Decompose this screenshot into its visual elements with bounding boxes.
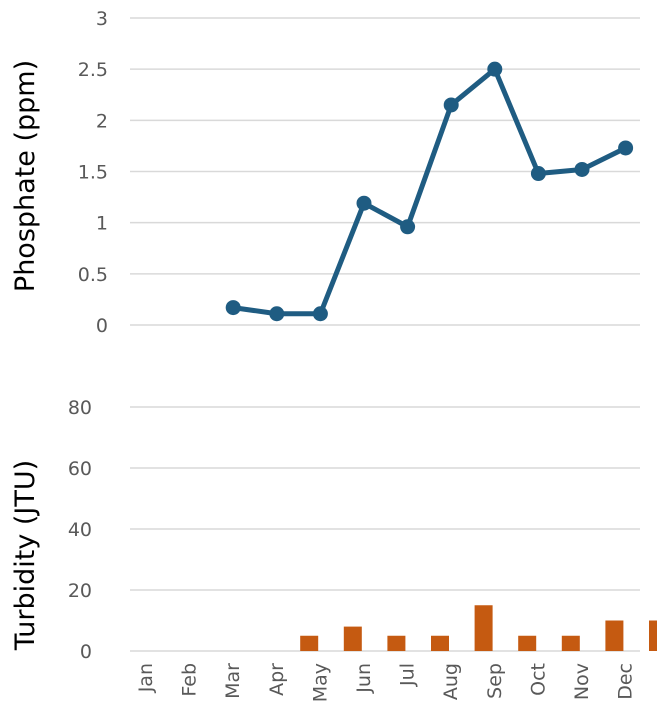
phosphate-y-tick-label: 2.5 (78, 59, 108, 81)
turbidity-bar (431, 635, 449, 651)
phosphate-data-point (443, 97, 459, 113)
month-x-tick-label: May (309, 663, 331, 702)
phosphate-y-tick-label: 0.5 (78, 264, 108, 286)
phosphate-series-line (230, 66, 629, 317)
turbidity-gridlines (130, 406, 640, 652)
month-x-tick-labels: Jan Feb Mar Apr May Jun Jul Aug Sep Oct Nov Dec (135, 663, 637, 702)
turbidity-bar (561, 635, 580, 651)
month-x-tick-label: Apr (266, 663, 288, 696)
turbidity-bar (300, 635, 319, 651)
turbidity-bar (605, 620, 624, 651)
month-x-tick-label: Jul (397, 663, 419, 687)
turbidity-bar (343, 626, 362, 651)
phosphate-data-point (530, 166, 546, 182)
phosphate-y-tick-label: 3 (96, 8, 108, 30)
turbidity-y-tick-label: 80 (68, 397, 92, 419)
phosphate-data-point (400, 219, 416, 235)
turbidity-bars (300, 605, 657, 651)
phosphate-y-tick-label: 1.5 (78, 162, 108, 184)
turbidity-y-tick-label: 0 (80, 641, 92, 663)
month-x-tick-label: Sep (484, 663, 506, 699)
phosphate-data-point (225, 300, 241, 316)
turbidity-y-tick-labels: 0 20 40 60 80 (68, 397, 92, 663)
month-x-tick-label: Jan (135, 663, 157, 693)
month-x-tick-label: Nov (571, 663, 593, 700)
phosphate-y-axis-label: Phosphate (ppm) (10, 60, 41, 292)
month-x-tick-label: Aug (440, 663, 462, 700)
turbidity-y-tick-label: 60 (68, 458, 92, 480)
phosphate-gridlines (130, 17, 640, 326)
phosphate-y-tick-label: 2 (96, 110, 108, 132)
month-x-tick-label: Oct (527, 663, 549, 696)
month-x-tick-label: Feb (179, 663, 201, 697)
turbidity-bar (518, 635, 537, 651)
month-x-tick-label: Dec (615, 663, 637, 700)
phosphate-line-chart: 0 0.5 1 1.5 2 2.5 3 Phosphate (ppm) (10, 8, 640, 337)
phosphate-data-point (356, 195, 372, 211)
phosphate-data-point (574, 161, 590, 177)
phosphate-data-point (618, 140, 634, 156)
month-x-tick-label: Mar (222, 663, 244, 699)
phosphate-y-tick-label: 1 (96, 213, 108, 235)
phosphate-data-point (269, 306, 285, 322)
turbidity-y-axis-label: Turbidity (JTU) (10, 460, 41, 651)
turbidity-bar (474, 605, 493, 651)
turbidity-bar (649, 620, 657, 651)
phosphate-y-tick-labels: 0 0.5 1 1.5 2 2.5 3 (78, 8, 108, 337)
month-x-tick-label: Jun (353, 663, 375, 694)
turbidity-bar-chart: 0 20 40 60 80 Turbidity (JTU) Jan Feb Mar Apr Ma… (10, 397, 657, 702)
turbidity-y-tick-label: 20 (68, 580, 92, 602)
phosphate-data-point (487, 61, 503, 77)
phosphate-data-point (312, 306, 328, 322)
turbidity-y-tick-label: 40 (68, 519, 92, 541)
phosphate-y-tick-label: 0 (96, 315, 108, 337)
turbidity-bar (387, 635, 406, 651)
phosphate-series-points (225, 61, 634, 322)
